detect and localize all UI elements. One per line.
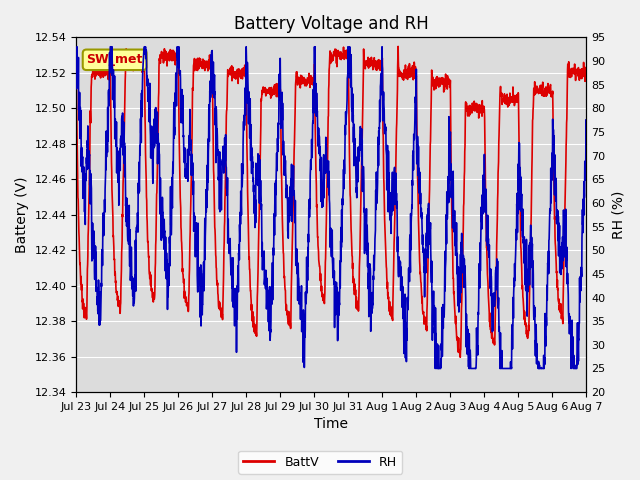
X-axis label: Time: Time	[314, 418, 348, 432]
Text: SW_met: SW_met	[86, 53, 143, 66]
Y-axis label: RH (%): RH (%)	[611, 191, 625, 239]
Title: Battery Voltage and RH: Battery Voltage and RH	[234, 15, 429, 33]
Legend: BattV, RH: BattV, RH	[238, 451, 402, 474]
Y-axis label: Battery (V): Battery (V)	[15, 177, 29, 253]
